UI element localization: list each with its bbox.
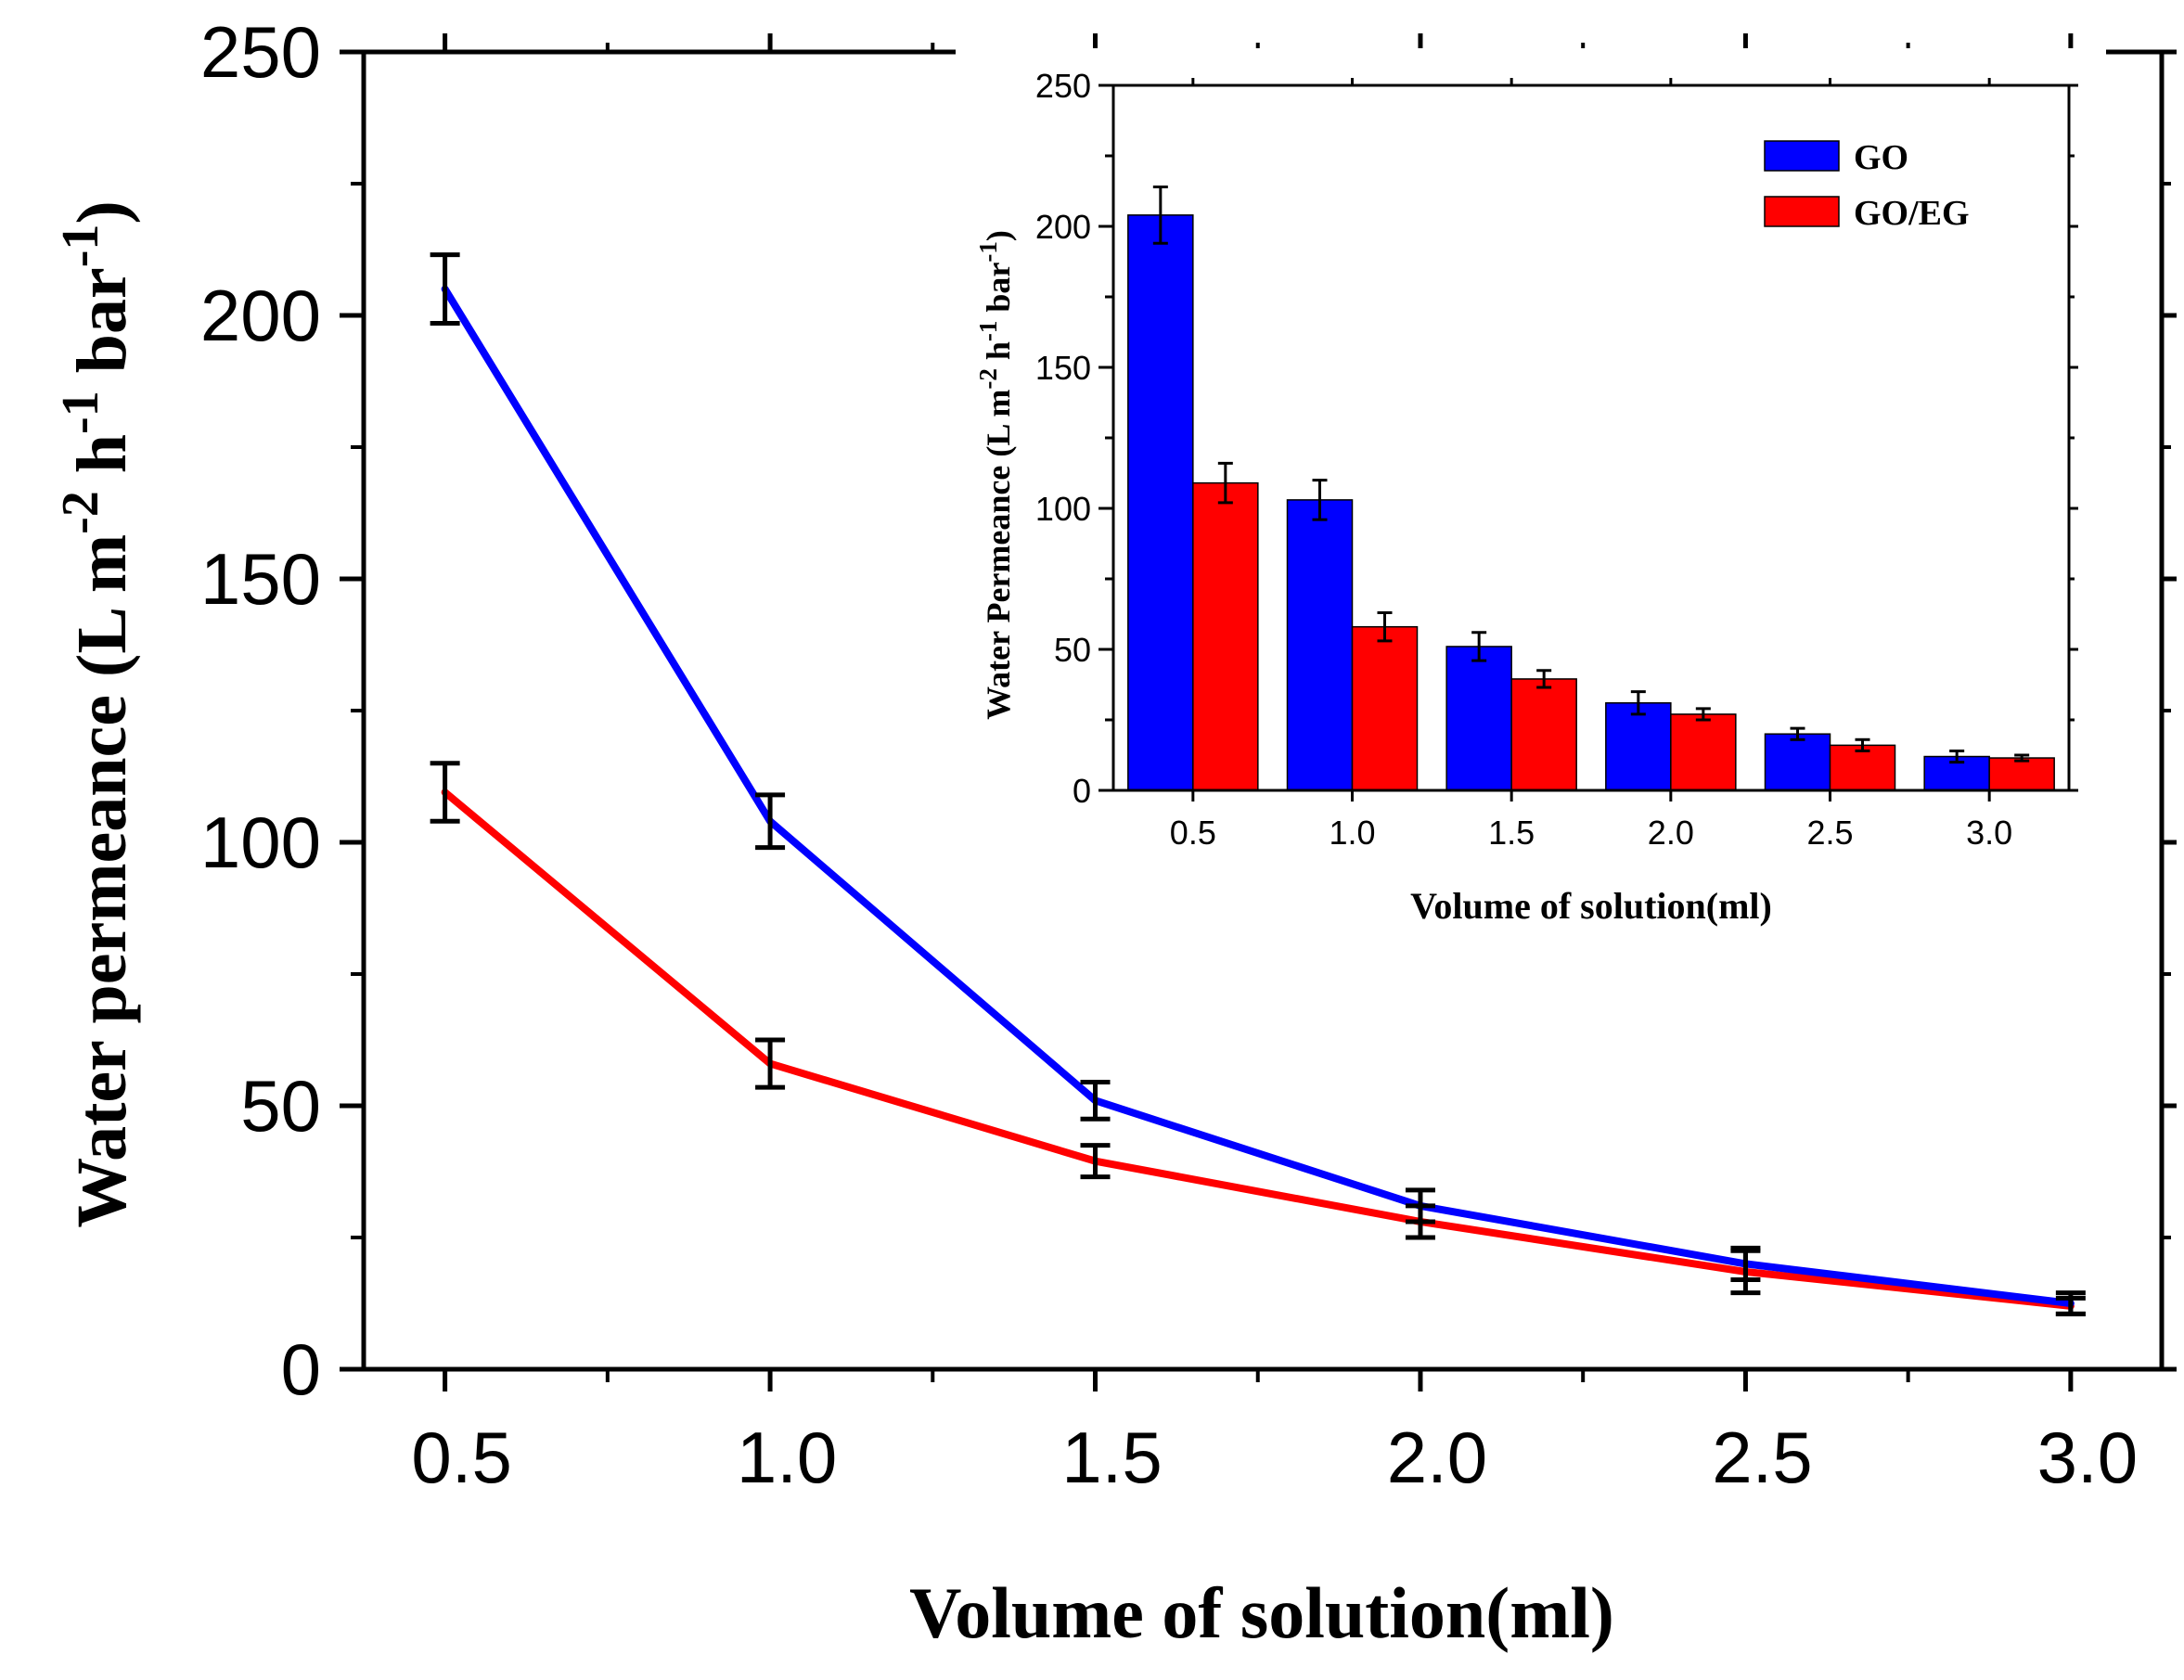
inset-errorbar-go-3-0 bbox=[1949, 749, 1965, 764]
main-errorbar-go-1 bbox=[755, 792, 786, 851]
main-ticks bbox=[340, 33, 2177, 1391]
main-y-axis-label: Water permeance (L m-2 h-1 bar-1) bbox=[52, 200, 141, 1227]
inset-y-axis-label: Water Permeance (L m-2 h-1 bar-1) bbox=[974, 230, 1017, 720]
main-y-tick-label-50: 50 bbox=[240, 1065, 321, 1147]
inset-errorbar-go-eg-1-5 bbox=[1536, 669, 1552, 689]
inset-y-tick-label-150: 150 bbox=[1035, 349, 1091, 387]
main-line-go-eg bbox=[441, 789, 2075, 1310]
main-x-tick-label-0-5: 0.5 bbox=[411, 1417, 511, 1498]
inset-x-axis-label: Volume of solution(ml) bbox=[1410, 885, 1772, 927]
main-y-tick-label-150: 150 bbox=[200, 538, 321, 620]
main-y-tick-label-0: 0 bbox=[281, 1328, 321, 1410]
main-errorbar-go-0 bbox=[430, 252, 460, 327]
inset-y-tick-label-50: 50 bbox=[1054, 631, 1091, 669]
main-x-tick-label-1-5: 1.5 bbox=[1061, 1417, 1162, 1498]
inset-y-label-base: Water Permeance (L m bbox=[980, 390, 1017, 720]
main-line-go bbox=[441, 285, 2075, 1307]
inset-errorbar-go-eg-2-0 bbox=[1695, 707, 1711, 722]
main-y-label-sup2: -1 bbox=[52, 391, 109, 434]
inset-x-tick-label-1-5: 1.5 bbox=[1488, 814, 1535, 852]
main-y-label-mid2: bar bbox=[63, 267, 141, 391]
inset-errorbar-go-eg-2-5 bbox=[1855, 737, 1870, 752]
main-errorbar-go-eg-2 bbox=[1080, 1143, 1111, 1180]
inset-chart: 0 50 100 150 200 250 0.5 1.0 1.5 2.0 2.5 3.0 GO GO/… bbox=[956, 48, 2106, 927]
inset-bar-go-1-5 bbox=[1445, 646, 1512, 791]
inset-y-tick-label-200: 200 bbox=[1035, 208, 1091, 246]
inset-y-label-sup2: -1 bbox=[974, 321, 1002, 342]
main-x-tick-label-3-0: 3.0 bbox=[2037, 1417, 2138, 1498]
legend-swatch-go bbox=[1764, 140, 1840, 172]
inset-legend: GO GO/EG bbox=[1764, 138, 1970, 233]
inset-x-tick-label-3-0: 3.0 bbox=[1966, 814, 2012, 852]
legend-swatch-go-eg bbox=[1764, 196, 1840, 227]
inset-y-label-sup1: -2 bbox=[974, 368, 1002, 390]
main-y-tick-label-250: 250 bbox=[200, 11, 321, 93]
main-y-label-base: Water permeance (L m bbox=[63, 534, 141, 1228]
inset-y-label-end: ) bbox=[980, 230, 1017, 241]
inset-bar-go-1-0 bbox=[1286, 499, 1354, 791]
inset-bar-go-eg-2-5 bbox=[1829, 744, 1896, 791]
inset-errorbar-go-2-0 bbox=[1630, 690, 1646, 716]
inset-errorbar-go-1-5 bbox=[1471, 631, 1487, 662]
inset-bar-go-2-0 bbox=[1605, 702, 1672, 791]
legend-label-go-eg: GO/EG bbox=[1854, 194, 1970, 233]
main-errorbar-go-2 bbox=[1080, 1079, 1111, 1122]
inset-y-tick-label-250: 250 bbox=[1035, 67, 1091, 105]
inset-x-tick-label-2-5: 2.5 bbox=[1806, 814, 1853, 852]
inset-x-tick-label-0-5: 0.5 bbox=[1170, 814, 1216, 852]
inset-y-label-mid2: bar bbox=[980, 263, 1017, 321]
inset-ticks bbox=[1098, 78, 2078, 802]
main-x-tick-label-2-0: 2.0 bbox=[1387, 1417, 1487, 1498]
main-y-label-end: ) bbox=[63, 200, 141, 224]
inset-bar-go-eg-1-5 bbox=[1510, 678, 1577, 791]
main-x-tick-label-2-5: 2.5 bbox=[1712, 1417, 1812, 1498]
inset-bar-go-0-5 bbox=[1127, 214, 1194, 791]
inset-errorbar-go-0-5 bbox=[1152, 185, 1168, 245]
main-x-axis-label: Volume of solution(ml) bbox=[909, 1572, 1614, 1653]
inset-errorbar-go-eg-3-0 bbox=[2014, 753, 2030, 763]
inset-bar-go-eg-2-0 bbox=[1670, 713, 1737, 791]
main-errorbar-go-eg-1 bbox=[755, 1037, 786, 1090]
main-x-tick-label-1-0: 1.0 bbox=[737, 1417, 837, 1498]
inset-bar-go-eg-1-0 bbox=[1351, 625, 1419, 791]
inset-errorbar-go-eg-1-0 bbox=[1377, 610, 1393, 643]
main-tick-labels: 0.5 1.0 1.5 2.0 2.5 3.0 0 50 100 150 200 250 bbox=[200, 11, 2138, 1498]
inset-errorbar-go-2-5 bbox=[1790, 726, 1805, 741]
main-y-tick-label-200: 200 bbox=[200, 275, 321, 356]
inset-x-tick-label-1-0: 1.0 bbox=[1329, 814, 1375, 852]
legend-label-go: GO bbox=[1854, 138, 1908, 177]
inset-y-tick-label-0: 0 bbox=[1073, 772, 1091, 810]
inset-bars-layer bbox=[1127, 185, 2055, 791]
inset-tick-labels: 0 50 100 150 200 250 0.5 1.0 1.5 2.0 2.5 3.0 bbox=[1035, 67, 2012, 852]
inset-x-tick-label-2-0: 2.0 bbox=[1648, 814, 1694, 852]
inset-errorbar-go-eg-0-5 bbox=[1217, 461, 1233, 505]
main-chart: 0.5 1.0 1.5 2.0 2.5 3.0 0 50 100 150 200 250 Volume… bbox=[52, 11, 2177, 1653]
main-errorbar-go-eg-3 bbox=[1405, 1203, 1435, 1240]
main-y-label-mid1: h bbox=[63, 434, 141, 491]
inset-y-tick-label-100: 100 bbox=[1035, 490, 1091, 528]
main-errorbar-go-eg-5 bbox=[2055, 1295, 2086, 1316]
main-errorbar-go-eg-0 bbox=[430, 761, 460, 824]
inset-y-label-sup3: -1 bbox=[974, 241, 1002, 263]
inset-y-label-mid1: h bbox=[980, 341, 1017, 368]
main-y-label-sup3: -1 bbox=[52, 224, 109, 268]
main-y-tick-label-100: 100 bbox=[200, 802, 321, 883]
main-series-layer bbox=[430, 252, 2086, 1316]
main-errorbar-go-eg-4 bbox=[1730, 1248, 1761, 1296]
inset-bar-go-eg-0-5 bbox=[1192, 481, 1259, 791]
main-y-label-sup1: -2 bbox=[52, 491, 109, 534]
inset-bar-go-eg-3-0 bbox=[1988, 757, 2055, 791]
inset-errorbar-go-1-0 bbox=[1312, 479, 1328, 521]
inset-bar-go-2-5 bbox=[1764, 733, 1831, 791]
